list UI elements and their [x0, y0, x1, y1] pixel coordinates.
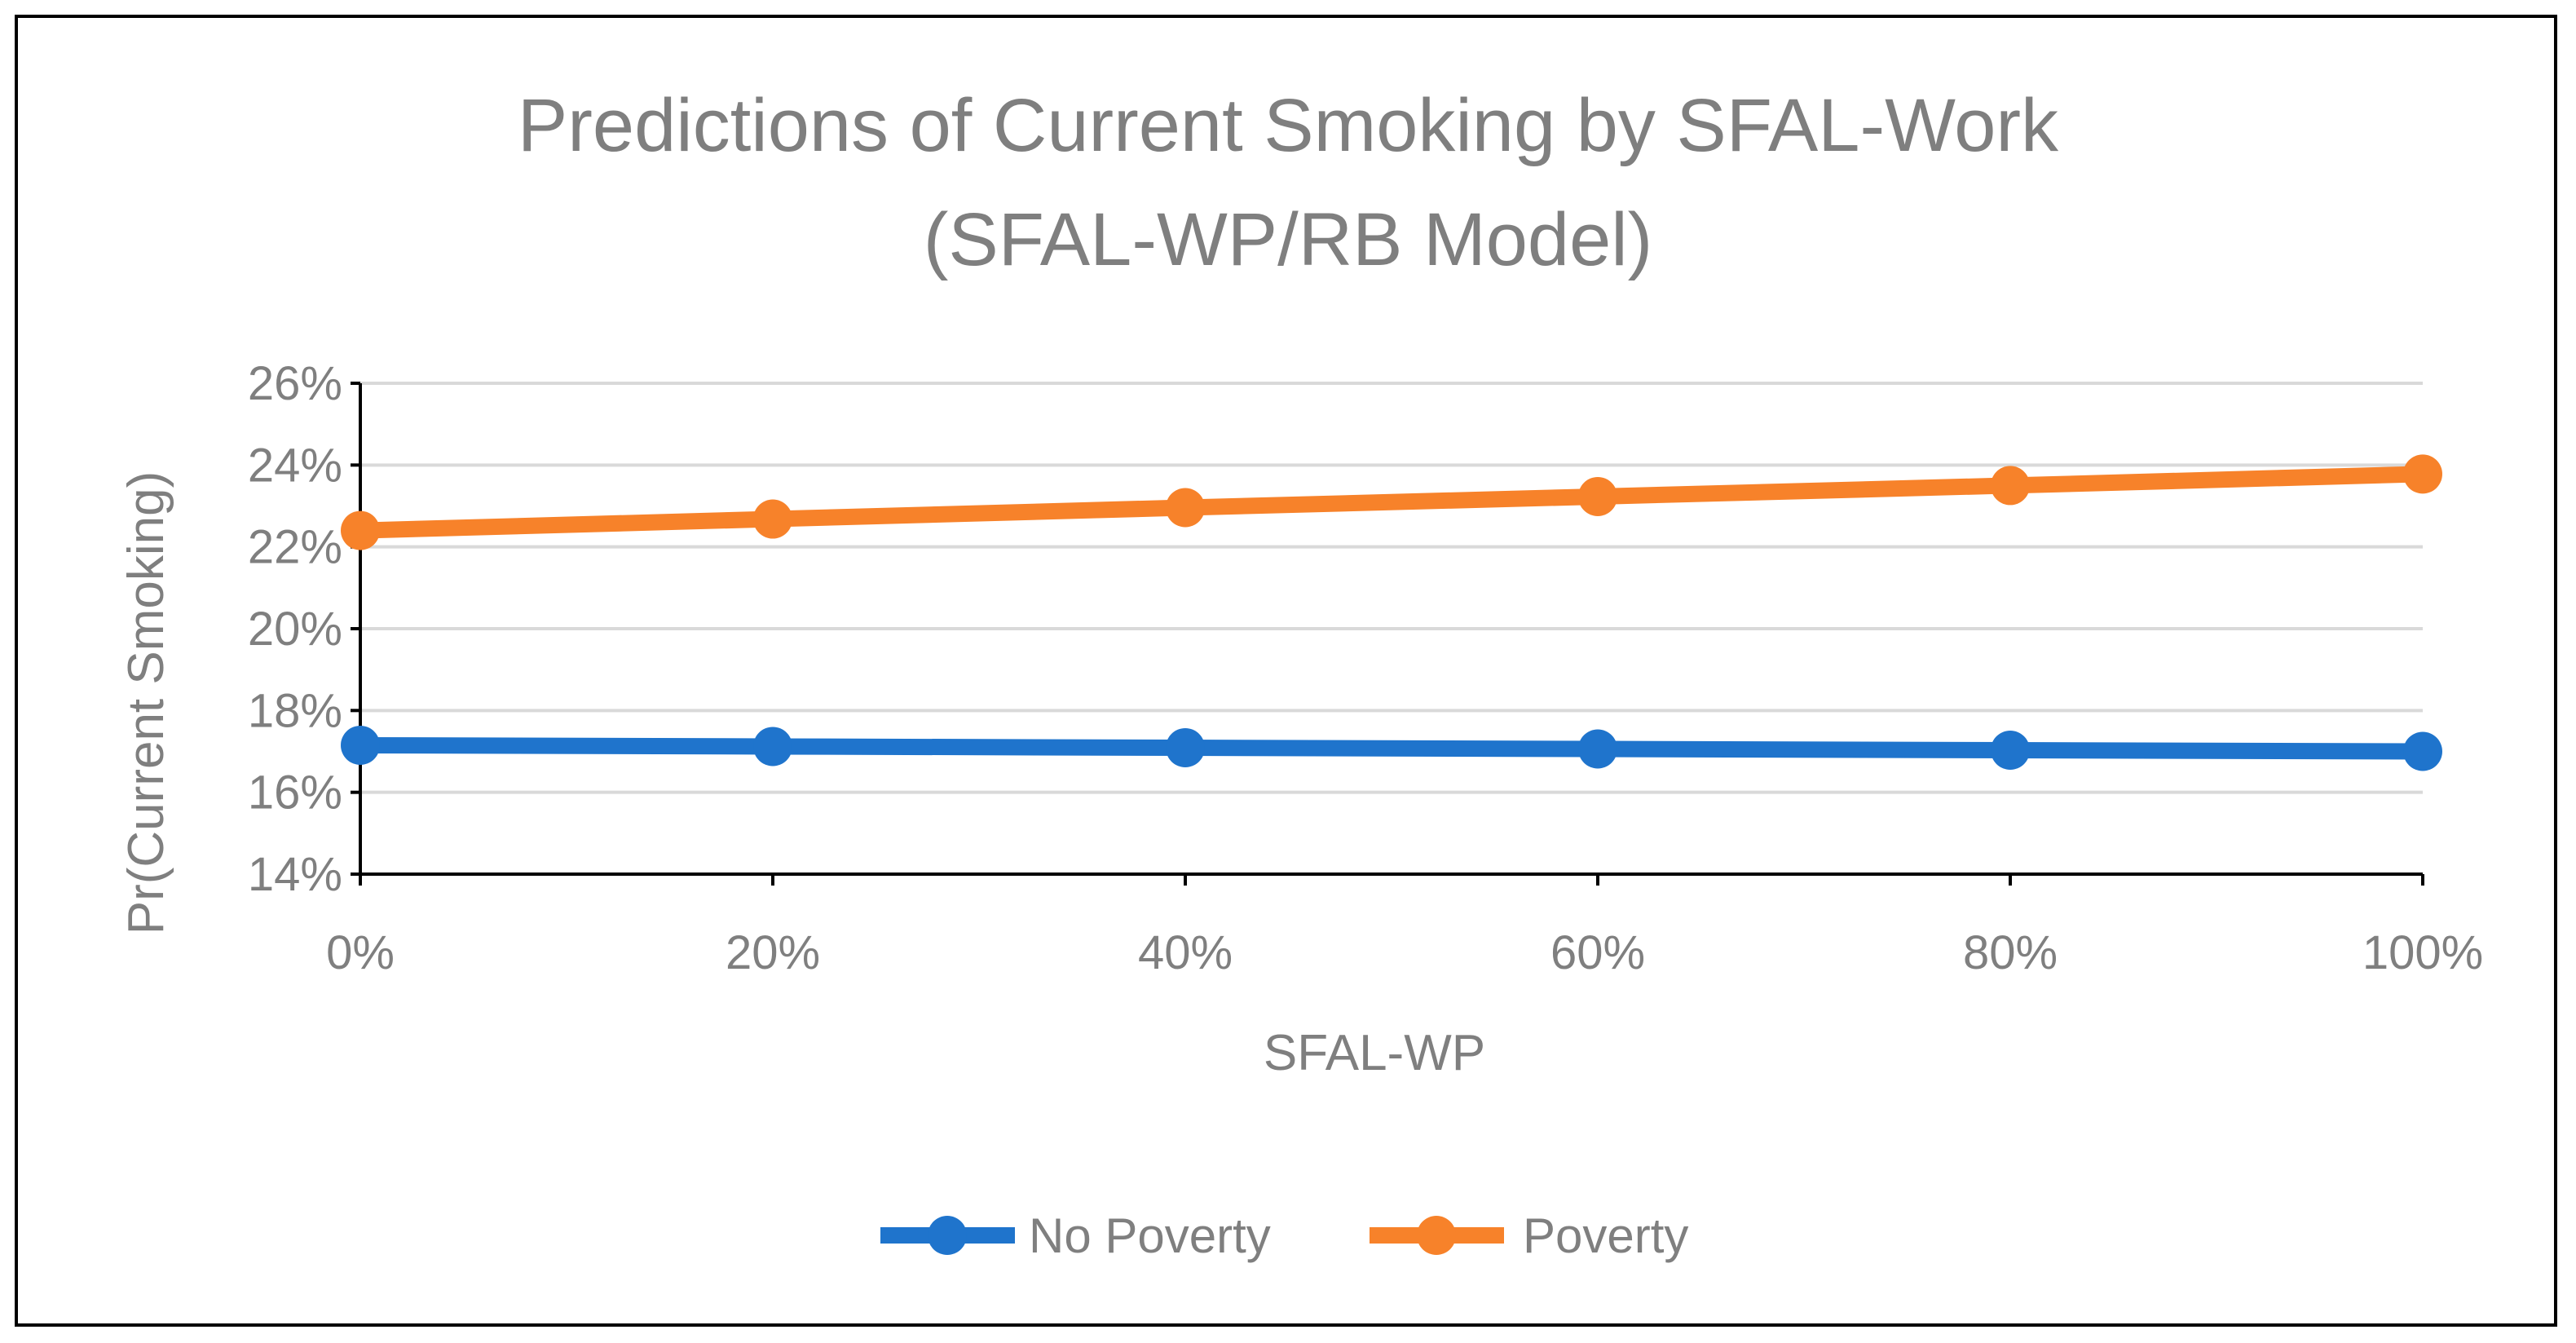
legend-item-no-poverty: No Poverty	[880, 1208, 1271, 1263]
data-point-no-poverty	[1166, 727, 1205, 767]
data-point-poverty	[1991, 466, 2030, 506]
data-point-no-poverty	[341, 725, 380, 765]
y-tick-label: 24%	[248, 439, 342, 492]
legend: No Poverty Poverty	[880, 1208, 1688, 1263]
y-tick-label: 20%	[248, 603, 342, 656]
data-point-no-poverty	[2403, 731, 2442, 771]
data-point-poverty	[753, 499, 792, 539]
y-tick-label: 26%	[248, 357, 342, 410]
data-point-no-poverty	[753, 727, 792, 766]
chart-title-line-2: (SFAL-WP/RB Model)	[924, 198, 1653, 281]
x-axis-labels: 0% 20% 40% 60% 80% 100%	[326, 926, 2483, 979]
y-axis-title: Pr(Current Smoking)	[118, 471, 174, 934]
data-point-poverty	[1578, 476, 1617, 516]
y-tick-label: 16%	[248, 766, 342, 819]
y-tick-label: 18%	[248, 684, 342, 737]
x-tick-label: 80%	[1963, 926, 2058, 979]
chart-border	[15, 15, 2557, 1327]
x-tick-label: 0%	[326, 926, 395, 979]
data-point-poverty	[341, 510, 380, 550]
x-tick-label: 100%	[2362, 926, 2483, 979]
series-line-poverty	[352, 466, 2431, 539]
data-point-poverty	[2403, 454, 2442, 494]
x-tick-label: 40%	[1138, 926, 1233, 979]
chart-title-line-1: Predictions of Current Smoking by SFAL-W…	[518, 84, 2059, 167]
x-axis-title: SFAL-WP	[1264, 1025, 1485, 1081]
series-no-poverty	[341, 725, 2442, 771]
data-point-no-poverty	[1991, 730, 2030, 770]
data-point-no-poverty	[1578, 729, 1617, 769]
legend-item-poverty: Poverty	[1370, 1208, 1688, 1263]
x-tick-label: 60%	[1550, 926, 1645, 979]
series-layer	[341, 454, 2442, 771]
y-tick-label: 22%	[248, 521, 342, 574]
legend-label: No Poverty	[1029, 1208, 1271, 1263]
gridlines	[360, 382, 2423, 794]
legend-swatch-marker	[928, 1216, 967, 1255]
legend-label: Poverty	[1523, 1208, 1688, 1263]
data-point-poverty	[1166, 488, 1205, 528]
x-tick-label: 20%	[726, 926, 820, 979]
legend-swatch-marker	[1417, 1216, 1456, 1255]
series-poverty	[341, 454, 2442, 550]
y-tick-label: 14%	[248, 848, 342, 901]
y-axis-labels: 14% 16% 18% 20% 22% 24% 26%	[248, 357, 342, 901]
series-line-no-poverty	[352, 736, 2431, 760]
